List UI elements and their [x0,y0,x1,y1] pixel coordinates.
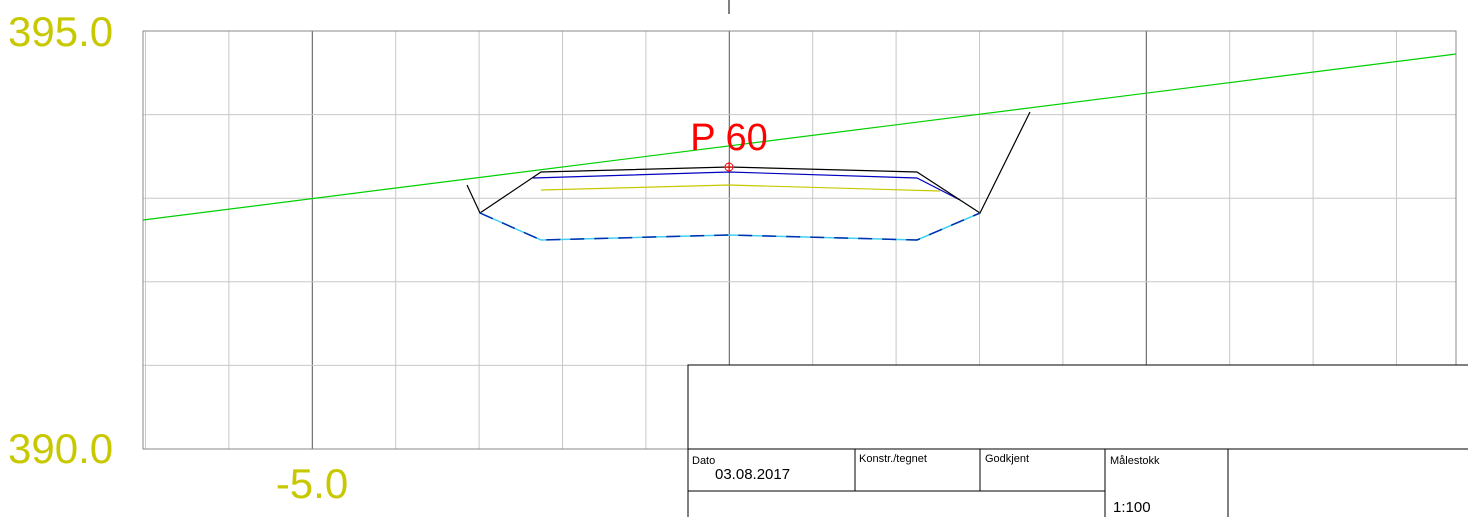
field-label: Konstr./tegnet [859,453,927,465]
title-block: Dato 03.08.2017 Konstr./tegnet Godkjent … [687,364,1468,517]
title-block-frame [687,364,1468,517]
layer-line [540,184,941,192]
surface-line [532,171,961,201]
x-label: -5.0 [276,460,348,507]
profile-label: P 60 [690,117,767,159]
y-label: 390.0 [8,425,113,472]
field-label: Godkjent [985,453,1029,465]
base-line-dash [479,212,981,241]
terrain-line [142,53,1457,221]
title-block-lines [688,448,1468,517]
field-value: 1:100 [1113,499,1151,516]
y-label: 395.0 [8,8,113,55]
profile-point-cross [724,162,734,172]
field-value: 03.08.2017 [715,466,790,483]
field-label: Dato [692,455,715,467]
field-label: Målestokk [1110,455,1160,467]
base-line [479,212,981,241]
